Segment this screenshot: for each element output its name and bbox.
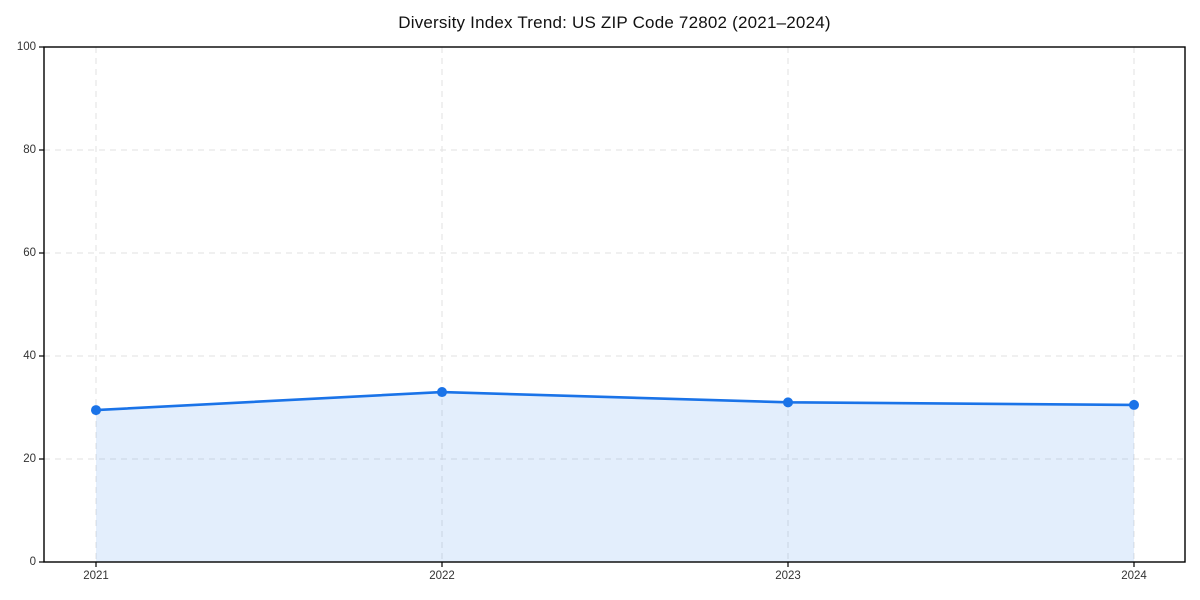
x-tick-label: 2021 xyxy=(83,570,109,582)
y-tick-label: 0 xyxy=(29,556,36,568)
trend-line xyxy=(94,390,1136,412)
x-tick-label: 2022 xyxy=(429,570,455,582)
y-tick-label: 40 xyxy=(23,350,36,362)
area-fill xyxy=(96,392,1134,562)
data-point-marker xyxy=(91,405,101,416)
plot-area xyxy=(39,46,1186,567)
data-point-marker xyxy=(783,397,793,408)
plot-border xyxy=(43,46,1186,563)
y-tick-label: 100 xyxy=(16,41,36,53)
line-chart-svg xyxy=(39,46,1186,567)
y-tick-label: 80 xyxy=(23,144,36,156)
x-tick-label: 2024 xyxy=(1121,570,1147,582)
y-tick-label: 20 xyxy=(23,453,36,465)
data-point-marker xyxy=(437,387,447,398)
y-tick-label: 60 xyxy=(23,247,36,259)
data-point-marker xyxy=(1129,399,1139,410)
x-tick-label: 2023 xyxy=(775,570,801,582)
chart-title: Diversity Index Trend: US ZIP Code 72802… xyxy=(398,13,831,32)
